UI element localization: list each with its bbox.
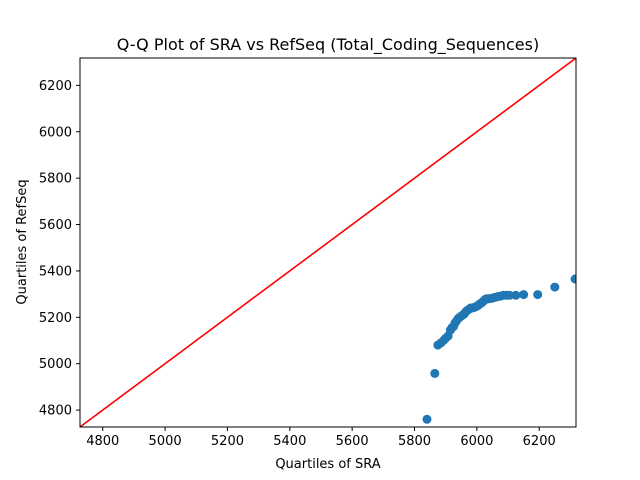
- y-tick-label: 5800: [39, 172, 72, 187]
- data-point: [550, 282, 560, 292]
- x-axis: 4800 5000 5200 5400 5600 5800 6000 6200: [86, 427, 556, 449]
- data-point: [533, 290, 543, 300]
- y-tick-label: 5200: [39, 311, 72, 326]
- x-tick-label: 5800: [398, 434, 431, 449]
- data-point: [505, 290, 515, 300]
- reference-line: [80, 58, 576, 427]
- data-point: [430, 368, 440, 378]
- y-axis: 4800 5000 5200 5400 5600 5800 6000 6200: [39, 79, 80, 419]
- data-point: [422, 414, 432, 424]
- y-tick-label: 4800: [39, 404, 72, 419]
- data-point: [519, 290, 529, 300]
- plot-area: [80, 58, 576, 427]
- x-tick-label: 6200: [523, 434, 556, 449]
- data-point: [570, 274, 576, 284]
- y-tick-label: 6200: [39, 79, 72, 94]
- x-axis-title: Quartiles of SRA: [275, 457, 380, 472]
- y-tick-label: 5400: [39, 264, 72, 279]
- y-tick-label: 5000: [39, 357, 72, 372]
- x-tick-label: 5600: [336, 434, 369, 449]
- x-tick-label: 6000: [460, 434, 493, 449]
- x-tick-label: 4800: [86, 434, 119, 449]
- x-tick-label: 5000: [149, 434, 182, 449]
- y-tick-label: 6000: [39, 125, 72, 140]
- y-axis-title: Quartiles of RefSeq: [15, 179, 30, 304]
- plot-content: [80, 58, 576, 427]
- y-tick-label: 5600: [39, 218, 72, 233]
- plot-frame: [79, 57, 577, 428]
- x-tick-label: 5400: [273, 434, 306, 449]
- chart-title: Q-Q Plot of SRA vs RefSeq (Total_Coding_…: [117, 35, 539, 55]
- data-point: [511, 290, 521, 300]
- x-tick-label: 5200: [211, 434, 244, 449]
